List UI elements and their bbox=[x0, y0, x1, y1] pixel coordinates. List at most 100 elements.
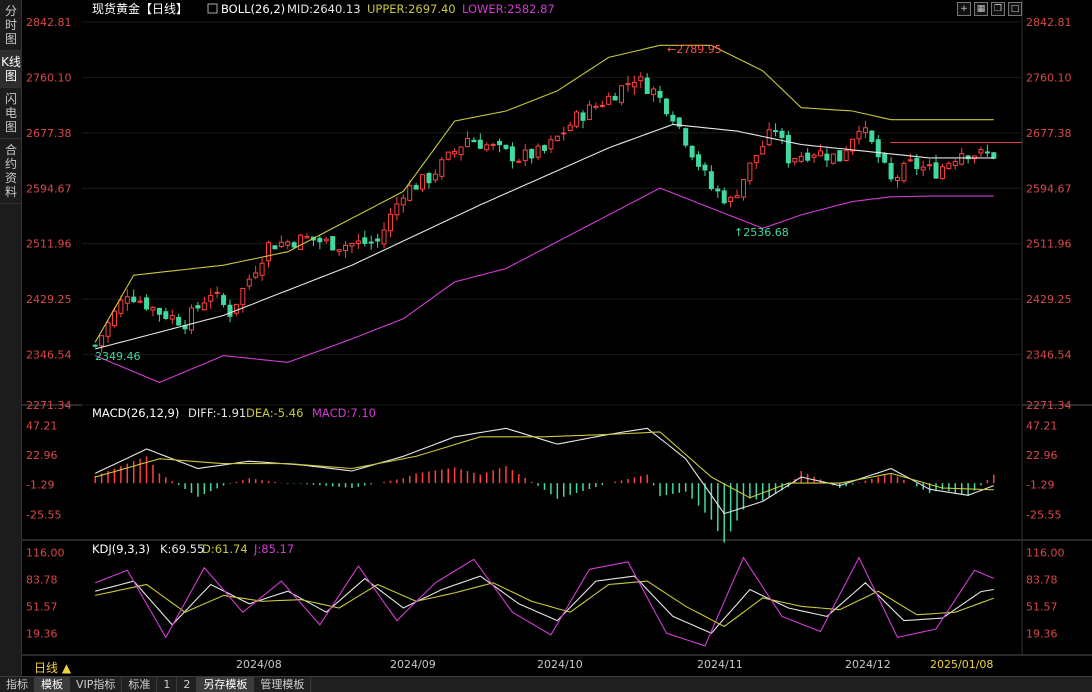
settings-icon[interactable] bbox=[207, 3, 218, 14]
price-tick-label-left: 2511.96 bbox=[26, 238, 72, 251]
macd-dea: DEA:-5.46 bbox=[246, 406, 303, 420]
boll-upper-line bbox=[94, 44, 994, 343]
candle-body bbox=[439, 159, 445, 177]
date-label: 2024/12 bbox=[845, 658, 891, 671]
candle-body bbox=[773, 130, 779, 133]
candle-body bbox=[118, 299, 124, 314]
price-tick-label-right: 2760.10 bbox=[1026, 71, 1072, 84]
candle-body bbox=[785, 134, 791, 164]
tab-kline-chart[interactable]: K线图 bbox=[0, 51, 22, 88]
kdj-k: K:69.55 bbox=[160, 542, 204, 556]
candle-body bbox=[683, 128, 689, 146]
kdj-d-line bbox=[95, 580, 994, 628]
macd-dea-line bbox=[95, 431, 994, 499]
candle-body bbox=[901, 163, 907, 182]
candle-body bbox=[959, 153, 965, 165]
candle-body bbox=[657, 90, 663, 98]
kdj-tick-label-right: 51.57 bbox=[1026, 601, 1058, 614]
candle-body bbox=[400, 197, 406, 206]
candle-body bbox=[715, 188, 721, 192]
candle-body bbox=[477, 139, 483, 149]
price-tick-label-left: 2842.81 bbox=[26, 16, 72, 29]
candle-body bbox=[368, 241, 374, 244]
boll-lower: LOWER:2582.87 bbox=[462, 2, 555, 16]
candle-body bbox=[266, 242, 272, 262]
candle-body bbox=[747, 162, 753, 182]
bottom-tab-2[interactable]: VIP指标 bbox=[70, 677, 123, 692]
macd-tick-label-right: -25.55 bbox=[1026, 508, 1061, 521]
chart-area[interactable]: 现货黄金【日线】 BOLL(26,2) MID:2640.13 UPPER:26… bbox=[22, 0, 1092, 676]
candle-body bbox=[92, 344, 98, 347]
candle-body bbox=[413, 185, 419, 190]
macd-tick-label-right: 22.96 bbox=[1026, 449, 1058, 462]
window-controls: + ▦ ❐ □ bbox=[957, 2, 1022, 16]
candle-body bbox=[586, 104, 592, 121]
instrument-title: 现货黄金【日线】 bbox=[92, 1, 188, 16]
candle-body bbox=[144, 297, 150, 310]
macd-diff-line bbox=[94, 427, 994, 515]
candle-body bbox=[208, 294, 214, 302]
crosshair-icon[interactable]: + bbox=[957, 2, 971, 16]
bottom-tab-7[interactable]: 管理模板 bbox=[254, 677, 312, 692]
fullscreen-icon[interactable]: □ bbox=[1008, 2, 1022, 16]
bottom-tab-1[interactable]: 模板 bbox=[35, 677, 70, 692]
candle-body bbox=[471, 139, 477, 143]
candle-body bbox=[490, 143, 496, 146]
candle-body bbox=[875, 139, 881, 158]
candle-body bbox=[233, 303, 239, 314]
candle-body bbox=[355, 240, 361, 245]
macd-diff: DIFF:-1.91 bbox=[188, 406, 246, 420]
period-label[interactable]: 日线 ▲ bbox=[34, 661, 72, 675]
kdj-tick-label-right: 116.00 bbox=[1026, 547, 1065, 560]
price-tick-label-right: 2271.34 bbox=[1026, 399, 1072, 412]
bottom-tab-6[interactable]: 另存模板 bbox=[197, 677, 255, 692]
price-tick-label-right: 2842.81 bbox=[1026, 16, 1072, 29]
date-label: 2024/08 bbox=[236, 658, 282, 671]
candle-body bbox=[914, 157, 920, 170]
candle-body bbox=[176, 316, 182, 326]
candle-body bbox=[330, 236, 336, 251]
high-annotation: ←2789.95 bbox=[667, 43, 722, 56]
candle-body bbox=[599, 104, 605, 107]
restore-icon[interactable]: ❐ bbox=[991, 2, 1005, 16]
bottom-tab-5[interactable]: 2 bbox=[177, 677, 198, 692]
candle-body bbox=[888, 163, 894, 180]
tab-contract-info[interactable]: 合约资料 bbox=[0, 139, 22, 204]
chart-grid bbox=[22, 0, 1092, 656]
macd-tick-label-left: 47.21 bbox=[26, 420, 58, 433]
candle-body bbox=[753, 154, 759, 164]
kdj-tick-label-left: 83.78 bbox=[26, 574, 58, 587]
candle-body bbox=[702, 164, 708, 171]
bottom-tab-0[interactable]: 指标 bbox=[0, 677, 35, 692]
price-tick-label-left: 2594.67 bbox=[26, 182, 72, 195]
candle-body bbox=[760, 146, 766, 155]
candle-body bbox=[394, 203, 400, 216]
kdj-tick-label-right: 83.78 bbox=[1026, 574, 1058, 587]
grid-icon[interactable]: ▦ bbox=[974, 2, 988, 16]
kdj-tick-label-left: 51.57 bbox=[26, 601, 58, 614]
candle-body bbox=[131, 296, 137, 303]
bottom-tab-3[interactable]: 标准 bbox=[122, 677, 158, 692]
candle-body bbox=[946, 162, 952, 169]
candle-body bbox=[291, 242, 297, 248]
candle-body bbox=[920, 166, 926, 171]
candle-body bbox=[426, 173, 432, 184]
candle-body bbox=[824, 153, 830, 161]
candle-body bbox=[387, 213, 393, 232]
candle-body bbox=[574, 111, 580, 127]
bottom-tab-4[interactable]: 1 bbox=[157, 677, 178, 692]
candle-body bbox=[619, 85, 625, 104]
tab-timeshare-chart[interactable]: 分时图 bbox=[0, 0, 22, 51]
candle-body bbox=[516, 160, 522, 163]
kdj-tick-label-right: 19.36 bbox=[1026, 628, 1058, 641]
candle-body bbox=[651, 88, 657, 95]
candle-body bbox=[227, 304, 233, 317]
kdj-tick-label-left: 19.36 bbox=[26, 628, 58, 641]
candle-body bbox=[907, 159, 913, 162]
candle-body bbox=[150, 306, 156, 311]
tab-lightning-chart[interactable]: 闪电图 bbox=[0, 88, 22, 139]
candle-body bbox=[734, 195, 740, 199]
price-tick-label-right: 2677.38 bbox=[1026, 127, 1072, 140]
price-tick-label-left: 2677.38 bbox=[26, 127, 72, 140]
candle-body bbox=[253, 272, 259, 278]
